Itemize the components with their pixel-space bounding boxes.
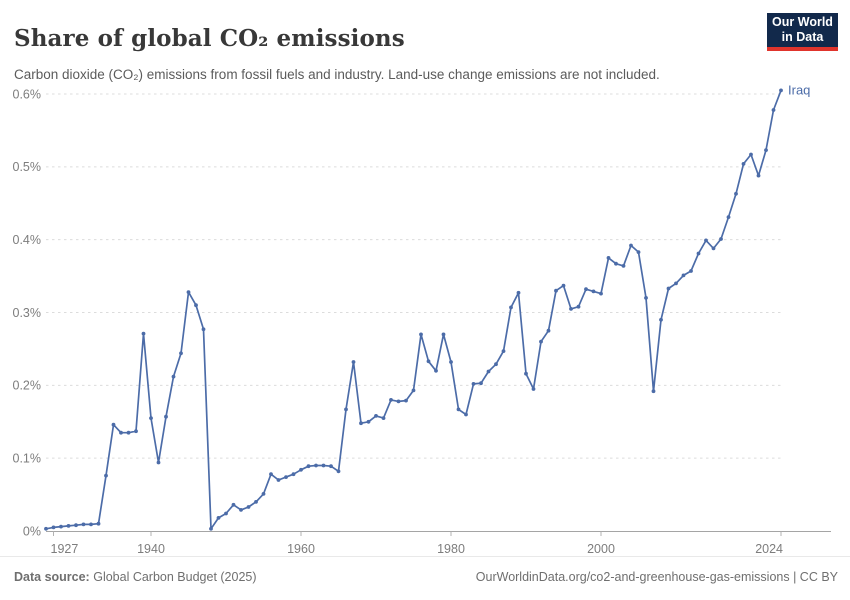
page-title: Share of global CO₂ emissions xyxy=(14,25,405,53)
y-tick-label: 0.4% xyxy=(13,233,42,247)
y-tick-label: 0.2% xyxy=(13,379,42,393)
y-tick-label: 0.1% xyxy=(13,451,42,465)
data-source-label: Data source: xyxy=(14,570,90,584)
page-subtitle: Carbon dioxide (CO₂) emissions from foss… xyxy=(14,66,660,82)
gridlines xyxy=(46,93,782,459)
x-tick-label: 1980 xyxy=(437,542,465,556)
y-tick-label: 0.6% xyxy=(13,87,42,101)
x-tick-label: 1927 xyxy=(51,542,79,556)
data-source-value: Global Carbon Budget (2025) xyxy=(93,570,257,584)
y-tick-label: 0% xyxy=(23,524,41,538)
footer-citation-link[interactable]: OurWorldinData.org/co2-and-greenhouse-ga… xyxy=(475,570,838,584)
footer: Data source: Global Carbon Budget (2025)… xyxy=(0,556,850,600)
series-points-iraq xyxy=(44,88,783,531)
data-source-note: Data source: Global Carbon Budget (2025) xyxy=(14,570,257,600)
x-axis-labels: 1927 1940 1960 1980 2000 2024 xyxy=(51,531,783,556)
x-tick-label: 2024 xyxy=(755,542,783,556)
y-tick-label: 0.3% xyxy=(13,306,42,320)
x-tick-label: 1960 xyxy=(287,542,315,556)
x-tick-label: 1940 xyxy=(137,542,165,556)
series-line-iraq[interactable] xyxy=(45,89,782,530)
chart-canvas[interactable]: 0%0.1%0.2%0.3%0.4%0.5%0.6%1927 1940 1960 19… xyxy=(0,0,850,556)
y-tick-label: 0.5% xyxy=(13,160,42,174)
series-end-label-iraq[interactable]: Iraq xyxy=(788,83,810,98)
owid-logo[interactable]: Our World in Data xyxy=(767,13,838,51)
owid-logo-line1: Our World xyxy=(772,15,833,29)
x-tick-label: 2000 xyxy=(587,542,615,556)
owid-logo-line2: in Data xyxy=(781,30,824,44)
y-axis-labels: 0% 0.1% 0.2% 0.3% 0.4% 0.5% 0.6% xyxy=(13,87,42,538)
